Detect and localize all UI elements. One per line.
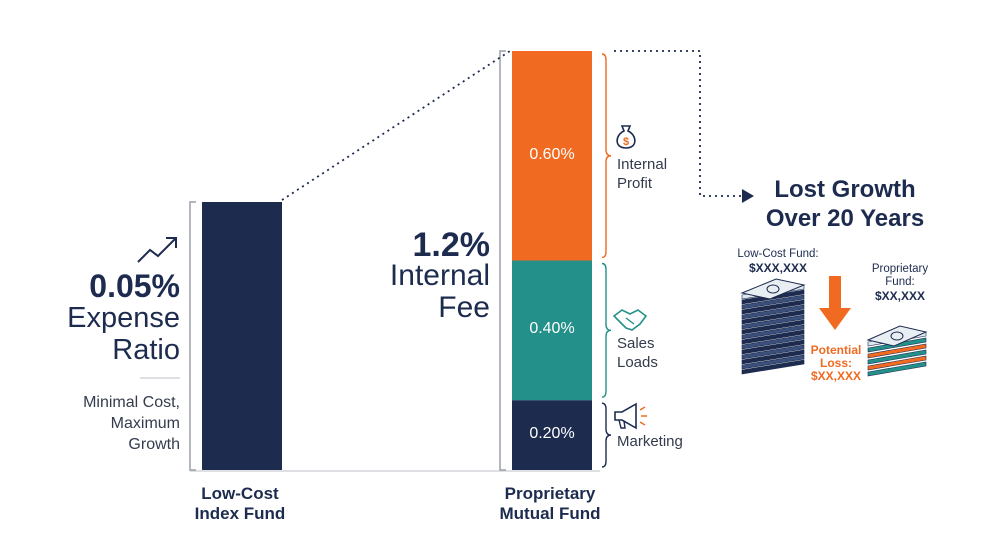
left-callout-value: 0.05% [89, 268, 180, 304]
left-bar-bracket [189, 201, 196, 471]
potential-loss-callout: Potential Loss: $XX,XXX [810, 343, 862, 383]
dotted-connector-left [281, 50, 511, 201]
bar-value-label-marketing: 0.20% [529, 425, 575, 443]
money-bag-icon: $ [616, 125, 636, 149]
down-arrow-icon [819, 276, 851, 330]
category-label-low-cost: Low-Cost Index Fund [194, 484, 286, 523]
mid-callout-label: Internal Fee [389, 259, 490, 324]
bar-segment-internal-profit [512, 51, 592, 261]
segment-brace-internal-profit [601, 53, 612, 259]
proprietary-fund-callout: Proprietary Fund: $XX,XXX [871, 263, 929, 303]
segment-name-internal-profit: Internal Profit [617, 156, 668, 192]
low-cost-fund-callout: Low-Cost Fund: $XXX,XXX [737, 248, 819, 275]
lost-growth-title: Lost Growth Over 20 Years [765, 176, 925, 232]
category-label-proprietary: Proprietary Mutual Fund [499, 484, 601, 523]
dotted-connector-right [614, 50, 742, 197]
money-stack-icon [740, 278, 806, 375]
mid-bar-bracket [499, 50, 506, 471]
handshake-icon [612, 309, 648, 331]
trend-up-arrow-icon [137, 237, 177, 263]
svg-text:$: $ [623, 136, 629, 148]
bar-segment-marketing [512, 400, 592, 470]
left-callout-description: Minimal Cost, Maximum Growth [83, 394, 180, 453]
money-stack-icon [866, 325, 928, 377]
bar-segment-sales-loads [512, 260, 592, 401]
segment-name-sales-loads: Sales Loads [617, 335, 658, 371]
bar-value-label-internal-profit: 0.60% [529, 145, 575, 163]
mid-callout-value: 1.2% [412, 226, 491, 264]
bar-value-label-sales-loads: 0.40% [529, 320, 575, 338]
megaphone-icon [614, 402, 647, 430]
left-callout-label: Expense Ratio [67, 302, 180, 366]
segment-name-marketing: Marketing [617, 433, 683, 450]
segment-brace-sales-loads [601, 262, 612, 398]
bar-low-cost-index-fund [202, 202, 282, 470]
segment-brace-marketing [601, 402, 612, 468]
connector-arrowhead [742, 189, 754, 203]
